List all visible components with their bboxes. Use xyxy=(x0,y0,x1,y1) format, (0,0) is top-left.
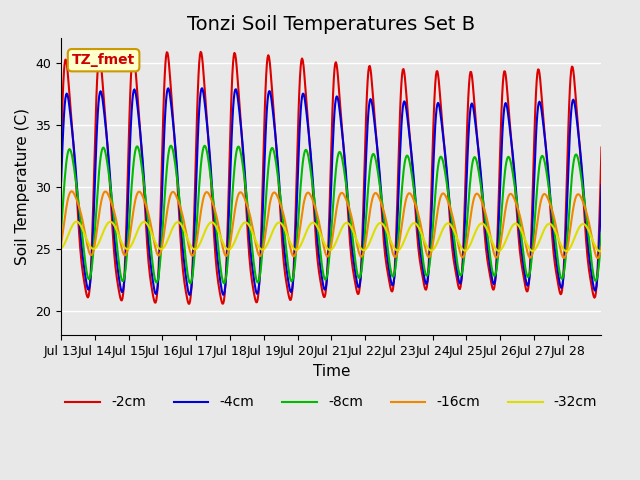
X-axis label: Time: Time xyxy=(312,364,350,379)
Legend: -2cm, -4cm, -8cm, -16cm, -32cm: -2cm, -4cm, -8cm, -16cm, -32cm xyxy=(60,390,603,415)
Line: -2cm: -2cm xyxy=(61,52,602,304)
-4cm xyxy=(598,182,605,188)
-8cm xyxy=(167,143,175,149)
-2cm xyxy=(598,144,605,150)
-4cm xyxy=(388,282,396,288)
-4cm xyxy=(58,179,65,184)
Line: -8cm: -8cm xyxy=(61,146,602,283)
-32cm xyxy=(58,245,65,251)
-32cm xyxy=(268,231,276,237)
Line: -16cm: -16cm xyxy=(61,192,602,258)
-16cm xyxy=(594,255,602,261)
-32cm xyxy=(418,232,426,238)
-8cm xyxy=(388,273,396,279)
Y-axis label: Soil Temperature (C): Soil Temperature (C) xyxy=(15,108,30,265)
-32cm xyxy=(388,240,396,246)
-4cm xyxy=(186,292,193,298)
-2cm xyxy=(248,279,256,285)
-32cm xyxy=(122,245,129,251)
-16cm xyxy=(221,251,228,257)
-4cm xyxy=(221,283,229,289)
-4cm xyxy=(269,105,276,111)
-16cm xyxy=(268,193,276,199)
Title: Tonzi Soil Temperatures Set B: Tonzi Soil Temperatures Set B xyxy=(188,15,476,34)
-2cm xyxy=(185,301,193,307)
-2cm xyxy=(221,283,229,288)
-16cm xyxy=(248,218,255,224)
-2cm xyxy=(58,141,65,146)
-32cm xyxy=(248,227,255,233)
-2cm xyxy=(419,274,426,279)
-4cm xyxy=(419,264,426,270)
-8cm xyxy=(220,280,228,286)
-4cm xyxy=(198,85,206,91)
Text: TZ_fmet: TZ_fmet xyxy=(72,53,135,67)
-8cm xyxy=(419,253,426,259)
-8cm xyxy=(121,273,129,279)
-2cm xyxy=(269,94,276,99)
-8cm xyxy=(598,230,605,236)
-32cm xyxy=(73,219,81,225)
-16cm xyxy=(388,245,396,251)
-4cm xyxy=(121,275,129,280)
-16cm xyxy=(122,252,129,258)
-8cm xyxy=(221,278,229,284)
-2cm xyxy=(197,49,205,55)
-4cm xyxy=(248,262,256,268)
-32cm xyxy=(221,243,228,249)
-32cm xyxy=(596,248,604,254)
-2cm xyxy=(388,288,396,294)
-16cm xyxy=(598,244,605,250)
-16cm xyxy=(58,240,65,246)
Line: -32cm: -32cm xyxy=(61,222,602,251)
-32cm xyxy=(598,248,605,253)
-8cm xyxy=(248,244,256,250)
Line: -4cm: -4cm xyxy=(61,88,602,295)
-8cm xyxy=(269,145,276,151)
-8cm xyxy=(58,226,65,232)
-16cm xyxy=(418,228,426,233)
-2cm xyxy=(121,270,129,276)
-16cm xyxy=(68,189,76,194)
